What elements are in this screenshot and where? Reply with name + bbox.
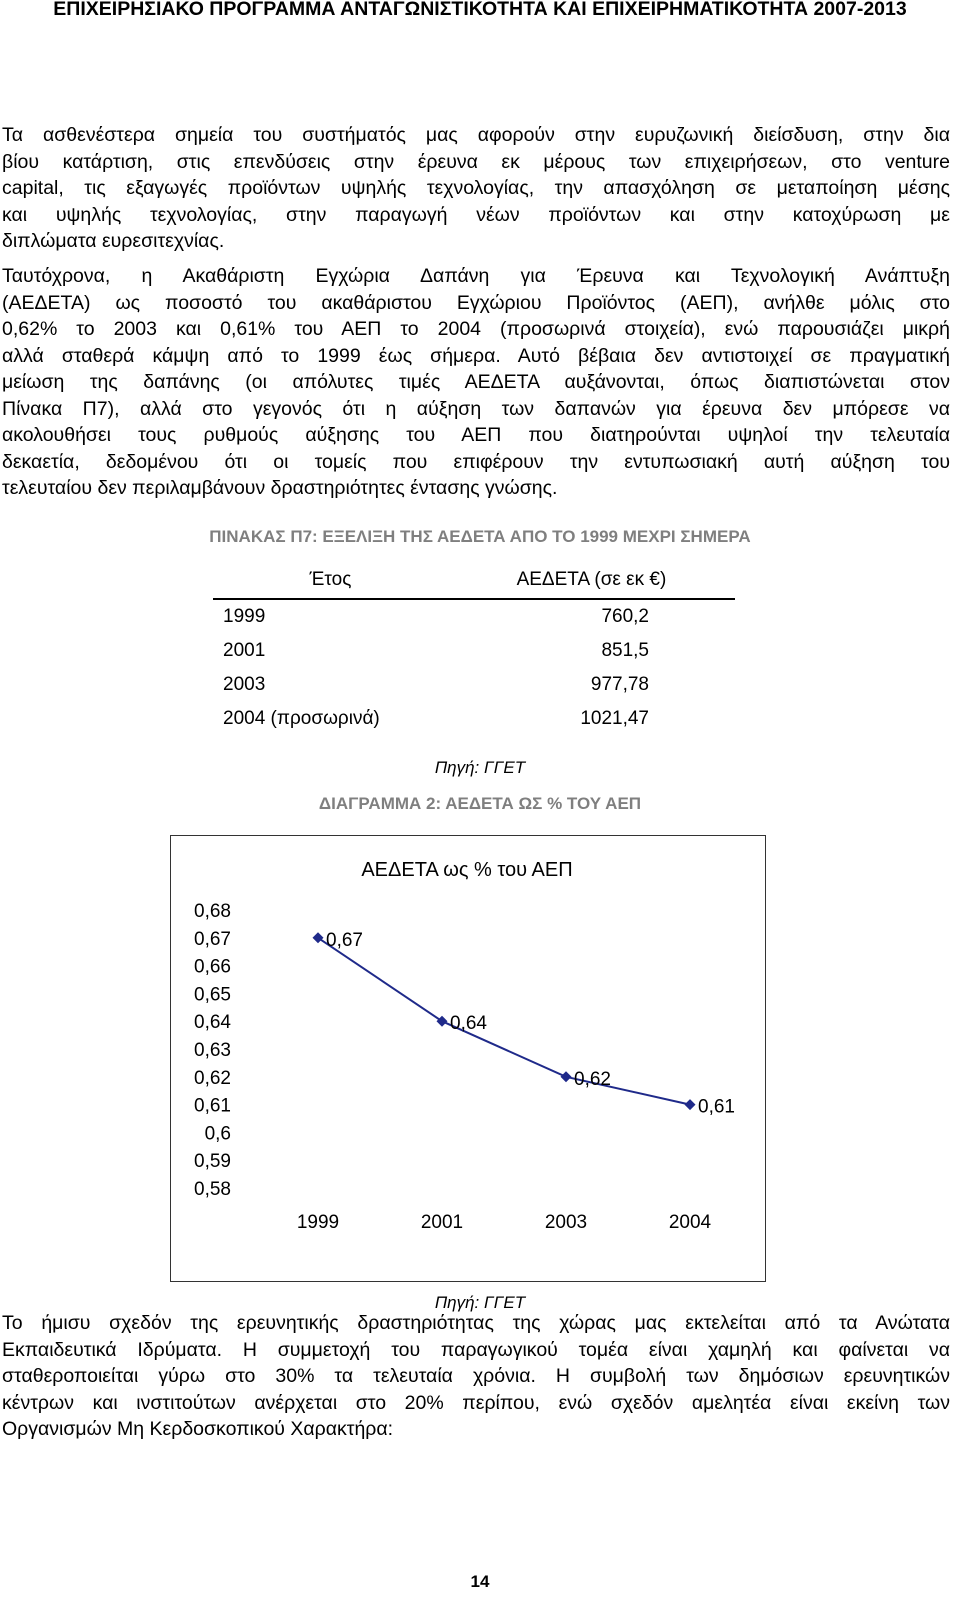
table-caption: ΠΙΝΑΚΑΣ Π7: ΕΞΕΛΙΞΗ ΤΗΣ ΑΕΔΕΤΑ ΑΠΟ ΤΟ 19… (209, 527, 751, 546)
paragraph-line: 0,62% το 2003 και 0,61% του ΑΕΠ το 2004 … (2, 318, 950, 340)
x-tick-label: 2001 (421, 1212, 463, 1233)
y-tick-label: 0,66 (194, 957, 231, 978)
value-cell: 851,5 (601, 640, 649, 661)
y-tick-label: 0,58 (194, 1179, 231, 1200)
paragraph-line: και υψηλής τεχνολογίας, στην παραγωγή νέ… (2, 203, 950, 226)
y-tick-label: 0,68 (194, 901, 231, 922)
column-header-year: Έτος (213, 562, 448, 600)
paragraph-line: Εκπαιδευτικά Ιδρύματα. Η συμμετοχή του π… (2, 1338, 950, 1361)
table-row: 2001 851,5 (213, 634, 735, 668)
chart-frame: ΑΕΔΕΤΑ ως % του ΑΕΠ 0,68 0,67 0,66 0,65 0,64… (170, 835, 766, 1282)
value-cell: 1021,47 (580, 708, 649, 729)
data-point (312, 932, 324, 944)
x-tick-label: 2004 (669, 1212, 712, 1233)
y-tick-label: 0,6 (205, 1123, 231, 1144)
paragraph-2: Ταυτόχρονα, η Ακαθάριστη Εγχώρια Δαπάνη … (2, 263, 950, 502)
paragraph-line: ακολουθήσει τους ρυθμούς αύξησης του ΑΕΠ… (2, 424, 950, 446)
data-label: 0,64 (450, 1013, 487, 1034)
chart-source: Πηγή: ΓΓΕΤ (434, 1293, 526, 1312)
page-number: 14 (470, 1572, 490, 1591)
paragraph-line: αλλά σταθερά κάμψη από το 1999 έως σήμερ… (2, 344, 950, 367)
table-row: 2003 977,78 (213, 668, 735, 702)
value-cell: 760,2 (601, 606, 649, 627)
paragraph-line: capital, τις εξαγωγές προϊόντων υψηλής τ… (2, 177, 950, 199)
table-row: 1999 760,2 (213, 599, 735, 634)
paragraph-1: Τα ασθενέστερα σημεία του συστήματός μας… (2, 122, 950, 255)
y-tick-label: 0,61 (194, 1096, 231, 1117)
chart-title: ΑΕΔΕΤΑ ως % του ΑΕΠ (361, 859, 572, 881)
data-label: 0,67 (326, 930, 363, 951)
data-label: 0,62 (574, 1069, 611, 1090)
paragraph-line: σταθεροποιείται γύρω στο 30% τα τελευταί… (2, 1365, 950, 1387)
paragraph-line: Το ήμισυ σχεδόν της ερευνητικής δραστηρι… (2, 1312, 950, 1334)
paragraph-line: Ταυτόχρονα, η Ακαθάριστη Εγχώρια Δαπάνη … (2, 265, 950, 287)
page-header: ΕΠΙΧΕΙΡΗΣΙΑΚΟ ΠΡΟΓΡΑΜΜΑ ΑΝΤΑΓΩΝΙΣΤΙΚΟΤΗΤ… (53, 0, 907, 20)
year-cell: 1999 (223, 606, 266, 627)
y-tick-label: 0,63 (194, 1040, 231, 1061)
paragraph-line: μείωση της δαπάνης (οι απόλυτες τιμές ΑΕ… (2, 371, 950, 393)
paragraph-line: (ΑΕΔΕΤΑ) ως ποσοστό του ακαθάριστου Εγχώ… (2, 291, 950, 314)
x-tick-label: 2003 (545, 1212, 587, 1233)
paragraph-line: διπλώματα ευρεσιτεχνίας. (2, 230, 225, 252)
paragraph-line: τελευταίου δεν περιλαμβάνουν δραστηριότη… (2, 477, 558, 499)
paragraph-line: Οργανισμών Μη Κερδοσκοπικού Χαρακτήρα: (2, 1418, 394, 1440)
x-tick-label: 1999 (297, 1212, 339, 1233)
column-header-value: ΑΕΔΕΤΑ (σε εκ €) (447, 562, 735, 600)
data-point (684, 1099, 696, 1111)
paragraph-line: Τα ασθενέστερα σημεία του συστήματός μας… (2, 124, 950, 146)
y-tick-label: 0,67 (194, 929, 231, 950)
chart-caption: ΔΙΑΓΡΑΜΜΑ 2: ΑΕΔΕΤΑ ΩΣ % ΤΟΥ ΑΕΠ (318, 794, 642, 813)
paragraph-line: βίου κατάρτιση, στις επενδύσεις στην έρε… (2, 150, 950, 173)
paragraph-3: Το ήμισυ σχεδόν της ερευνητικής δραστηρι… (2, 1310, 950, 1443)
table-row: 2004 (προσωρινά) 1021,47 (213, 702, 735, 736)
line-chart: ΑΕΔΕΤΑ ως % του ΑΕΠ 0,68 0,67 0,66 0,65 0,64… (194, 859, 735, 1233)
data-label: 0,61 (698, 1097, 735, 1118)
data-point (560, 1071, 572, 1083)
data-point (436, 1015, 448, 1027)
expenditure-table: Έτος ΑΕΔΕΤΑ (σε εκ €) 1999 760,2 2001 85… (213, 562, 735, 736)
year-cell: 2004 (προσωρινά) (223, 708, 380, 729)
y-tick-label: 0,59 (194, 1151, 231, 1172)
year-cell: 2001 (223, 640, 266, 661)
value-cell: 977,78 (590, 674, 649, 695)
table-source: Πηγή: ΓΓΕΤ (434, 758, 526, 777)
paragraph-line: Πίνακα Π7), αλλά στο γεγονός ότι η αύξησ… (2, 397, 950, 420)
y-tick-label: 0,62 (194, 1068, 231, 1089)
series-line (317, 936, 691, 1106)
paragraph-line: δεκαετία, δεδομένου ότι οι τομείς που επ… (2, 450, 950, 473)
table-header-row: Έτος ΑΕΔΕΤΑ (σε εκ €) (213, 562, 735, 600)
paragraph-line: κέντρων και ινστιτούτων ανέρχεται στο 20… (2, 1391, 950, 1414)
year-cell: 2003 (223, 674, 266, 695)
y-tick-label: 0,64 (194, 1012, 231, 1033)
y-tick-label: 0,65 (194, 984, 231, 1005)
